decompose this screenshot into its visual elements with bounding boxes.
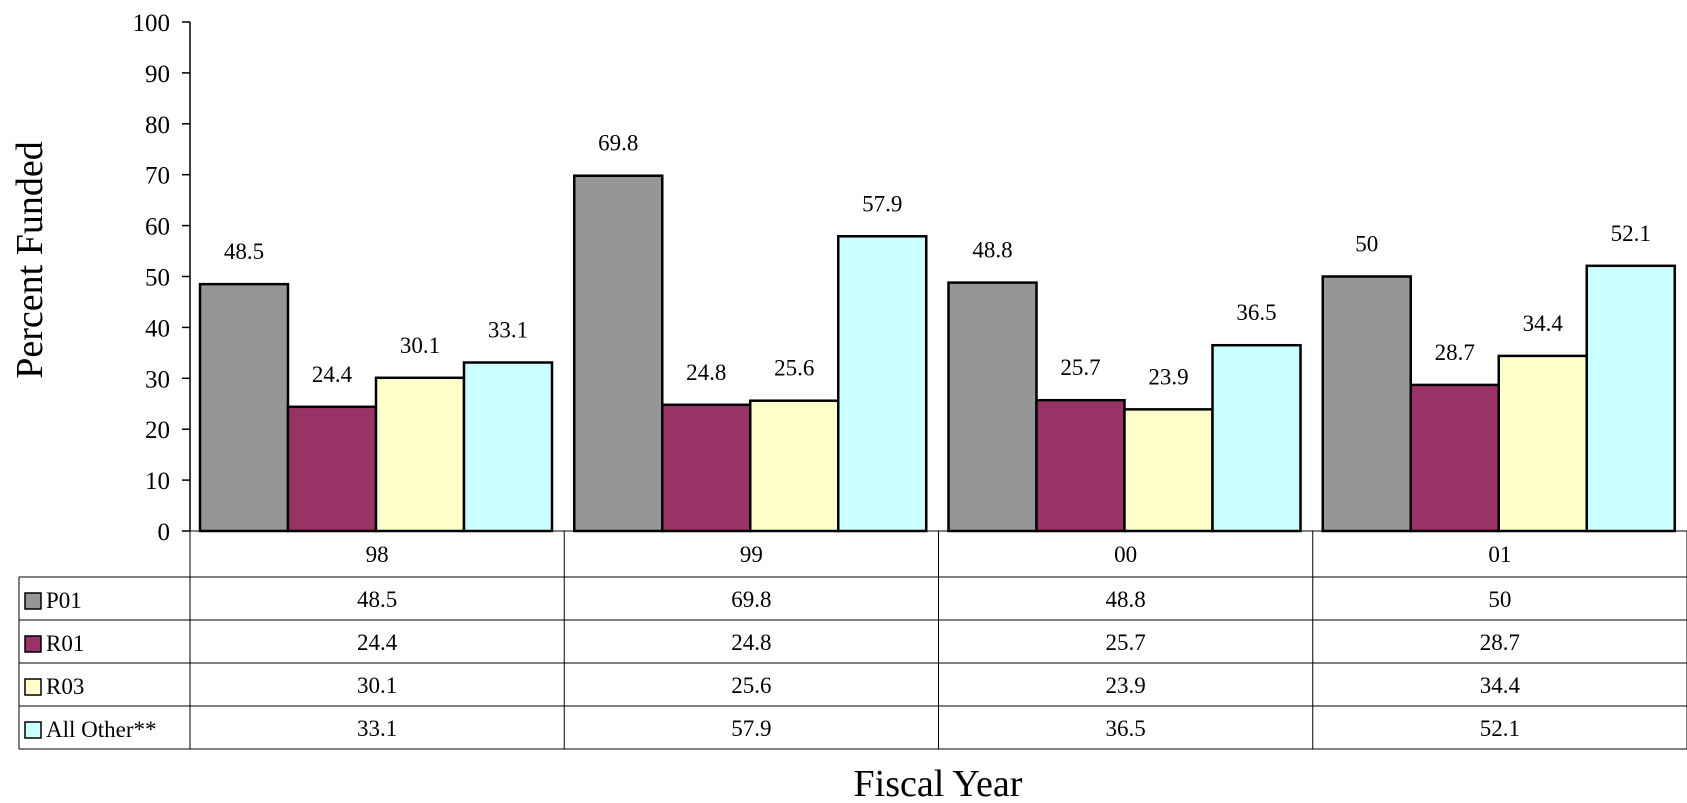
legend-swatch [24,721,42,739]
y-tick-label: 20 [145,417,170,444]
table-cell: 48.8 [1106,587,1146,612]
x-tick-label: 01 [1488,542,1511,567]
legend-swatch [24,592,42,610]
table-cell: 33.1 [357,716,397,741]
table-cell: 23.9 [1106,673,1146,698]
table-cell: 57.9 [731,716,771,741]
legend-swatch [24,678,42,696]
bar [749,399,840,533]
table-cell: 30.1 [357,673,397,698]
table-cell: 36.5 [1106,716,1146,741]
bar [198,282,290,533]
bar [1035,398,1126,533]
data-label: 36.5 [1236,300,1276,325]
bar [573,174,664,533]
data-label: 48.5 [224,239,264,264]
table-cell: 25.7 [1106,630,1146,655]
y-tick-label: 60 [145,214,170,241]
y-tick-label: 0 [158,519,171,546]
y-tick-label: 50 [145,265,170,292]
y-axis: 0 10 20 30 40 50 60 70 80 90 100 [133,10,191,546]
table-cell: 24.4 [357,630,398,655]
data-label: 33.1 [488,318,528,343]
bar [837,235,928,533]
table-cell: 50 [1488,587,1511,612]
table-cell: 24.8 [731,630,771,655]
table-cell: 25.6 [731,673,771,698]
bar [1497,354,1588,533]
data-label: 69.8 [598,131,638,156]
legend-swatch [24,635,42,653]
x-tick-label: 00 [1114,542,1137,567]
y-axis-title: Percent Funded [9,141,51,378]
bar [374,376,466,533]
bar [947,281,1038,533]
y-tick-label: 30 [145,366,170,393]
data-label: 52.1 [1611,221,1651,246]
y-tick-label: 10 [145,468,170,495]
legend-label: All Other** [46,717,157,742]
y-tick-label: 90 [145,61,170,88]
x-tick-label: 99 [740,542,763,567]
bar [1585,264,1676,533]
legend-label: R03 [46,674,84,699]
table-cell: 34.4 [1480,673,1521,698]
data-label: 30.1 [400,333,440,358]
data-label: 24.4 [312,362,353,387]
bar [1123,408,1214,533]
legend-label: P01 [46,588,82,613]
legend-label: R01 [46,631,84,656]
table-cell: 52.1 [1480,716,1520,741]
data-labels: 48.5 24.4 30.1 33.1 69.8 24.8 25.6 57.9 48.8 25.7… [224,131,1651,390]
table-cell: 69.8 [731,587,771,612]
table-cell: 28.7 [1480,630,1520,655]
data-label: 57.9 [862,191,902,216]
x-tick-label: 98 [366,542,389,567]
data-label: 23.9 [1148,364,1188,389]
bar [1211,343,1302,533]
y-tick-label: 70 [145,163,170,190]
table-cell: 48.5 [357,587,397,612]
data-table: 98 99 00 01 P01 48.5 69.8 48.8 50 R01 24.4 24.8 25.7… [18,530,1687,750]
bar [1409,383,1500,533]
data-label: 34.4 [1523,311,1564,336]
x-axis-title: Fiscal Year [854,763,1023,803]
y-tick-label: 80 [145,112,170,139]
data-label: 25.6 [774,356,814,381]
y-tick-label: 100 [133,10,171,37]
data-label: 28.7 [1435,340,1475,365]
bar [462,361,554,533]
data-label: 25.7 [1060,355,1100,380]
bar [1321,275,1412,533]
bar [286,405,378,533]
data-label: 50 [1355,232,1378,257]
bar [661,403,752,533]
bars [198,174,1676,533]
y-tick-label: 40 [145,315,170,342]
data-label: 24.8 [686,360,726,385]
data-label: 48.8 [972,238,1012,263]
